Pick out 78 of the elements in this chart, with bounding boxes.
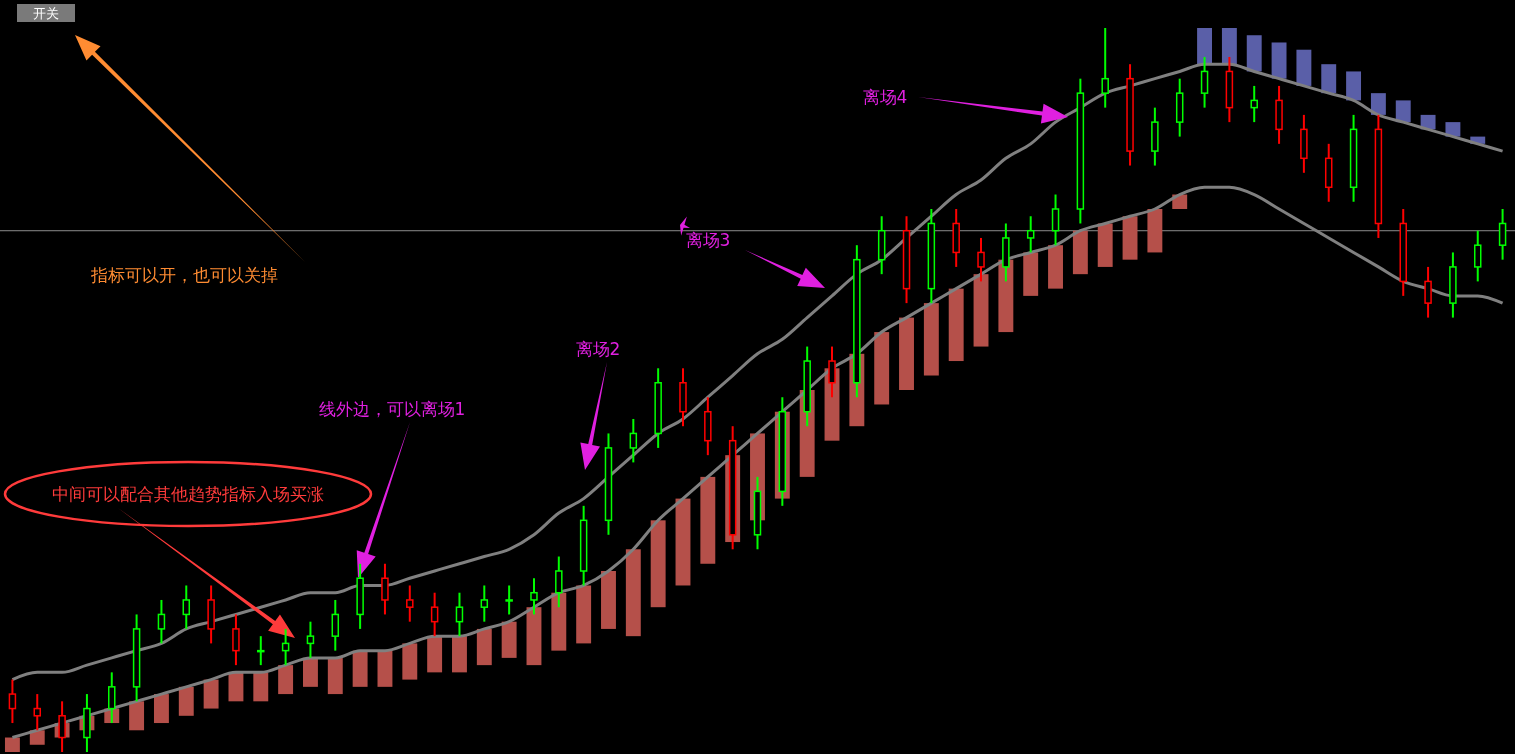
bar [650, 520, 666, 608]
bar [874, 332, 890, 405]
bar [948, 288, 964, 362]
candlestick [1101, 27, 1109, 109]
candlestick [828, 345, 836, 399]
bar [4, 737, 20, 752]
bar [303, 657, 318, 687]
bar [253, 672, 269, 702]
candlestick [480, 584, 489, 623]
annotation: 离场4 [862, 87, 908, 107]
bar [1048, 245, 1063, 289]
candlestick [1250, 84, 1258, 124]
candlestick [430, 591, 439, 638]
candlestick [977, 236, 985, 283]
bar [1147, 209, 1163, 253]
bar [1321, 64, 1337, 94]
bar [427, 636, 443, 673]
bar [203, 679, 219, 709]
bar [973, 274, 989, 347]
candlestick [331, 598, 340, 652]
candlestick [1200, 55, 1209, 109]
bar [1023, 252, 1039, 296]
bar [1296, 49, 1312, 86]
bar [1197, 28, 1212, 65]
bar [1097, 223, 1113, 267]
candlestick [257, 635, 265, 667]
candlestick [505, 584, 513, 616]
bar [402, 643, 418, 680]
candlestick [455, 591, 464, 638]
candlestick [1051, 193, 1060, 247]
bar [327, 657, 343, 695]
candlestick [629, 417, 638, 464]
bar [452, 636, 467, 673]
candlestick [33, 693, 41, 732]
candlestick [406, 584, 414, 623]
candlestick [555, 555, 563, 609]
annotation: 线外边，可以离场1 [318, 399, 466, 419]
annotation: 中间可以配合其他趋势指标入场买涨 [52, 484, 324, 504]
bar [153, 694, 169, 724]
bar [675, 498, 691, 586]
bar [476, 628, 492, 666]
candlestick [381, 562, 389, 616]
bar [1370, 93, 1386, 115]
bar [526, 607, 542, 666]
text: 开关 [33, 6, 59, 21]
bar [129, 701, 145, 731]
candlestick [1424, 265, 1432, 319]
bar [501, 621, 517, 658]
candlestick [530, 577, 538, 616]
bar [625, 549, 641, 637]
candlestick [232, 613, 240, 667]
bar [1246, 35, 1262, 72]
bar [1395, 100, 1411, 123]
bar [228, 672, 244, 702]
bar [576, 585, 592, 644]
candlestick [157, 598, 166, 645]
annotation: 指标可以开，也可以关掉 [89, 265, 278, 285]
candlestick [8, 678, 17, 725]
annotation: 离场2 [575, 339, 621, 359]
candlestick [1026, 215, 1035, 254]
candlestick [306, 620, 315, 659]
bar [352, 650, 368, 687]
bar [700, 476, 716, 564]
candlestick [1474, 229, 1482, 283]
bar [377, 650, 393, 687]
bar [278, 665, 294, 695]
candlestick [1498, 208, 1507, 261]
bar [1122, 216, 1138, 260]
bar [923, 303, 939, 376]
bar [1072, 230, 1088, 275]
bar [899, 317, 914, 390]
annotation: 离场3 [685, 230, 731, 250]
bar [1271, 42, 1287, 79]
candlestick [182, 584, 191, 630]
bar [1221, 28, 1237, 65]
bar [601, 571, 616, 629]
bar [178, 686, 194, 716]
bar [1346, 71, 1362, 101]
